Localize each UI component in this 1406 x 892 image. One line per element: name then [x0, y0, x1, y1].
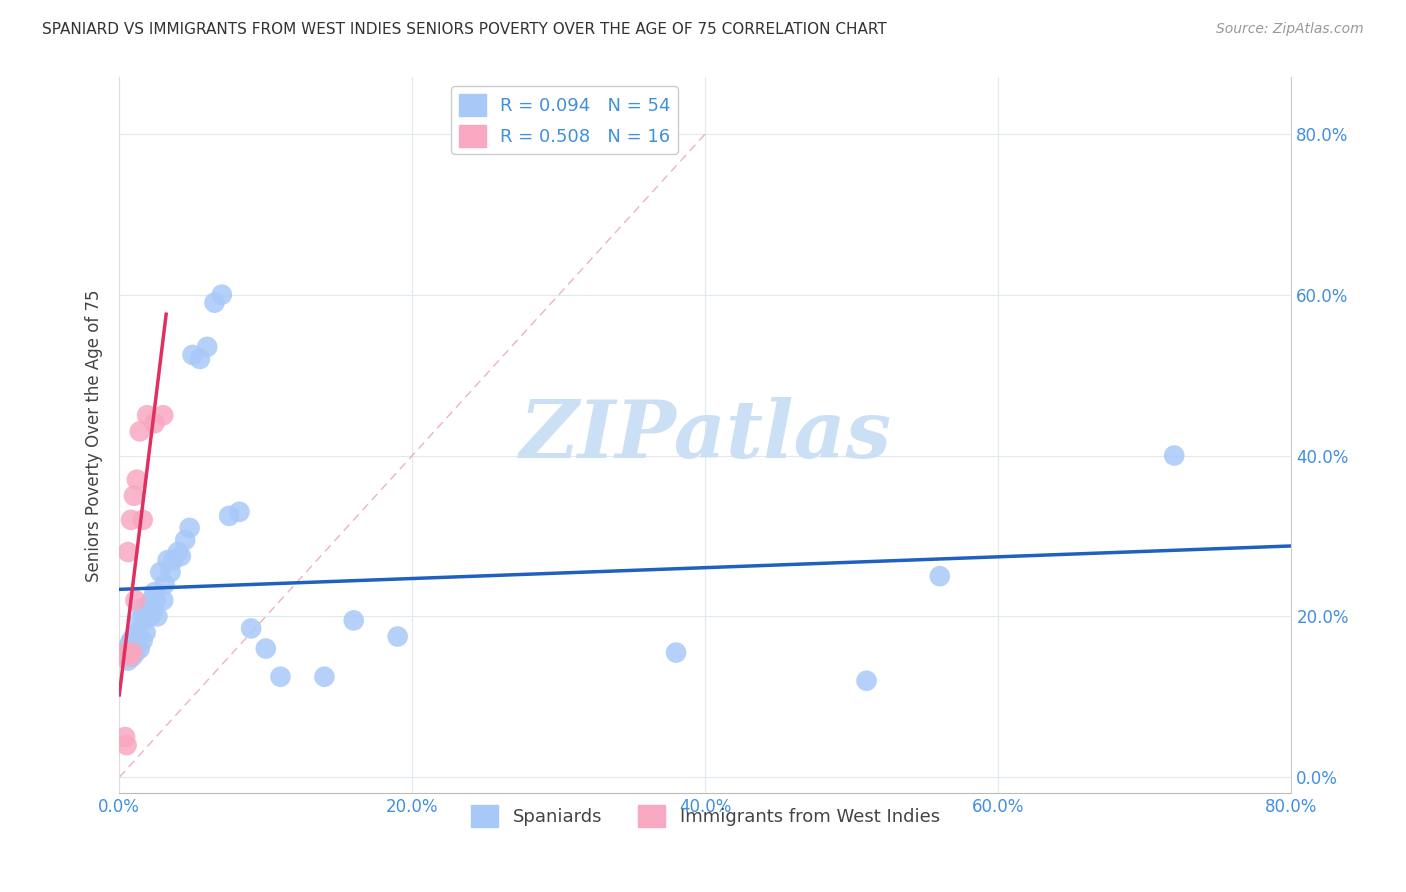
Point: [118, 646, 141, 660]
Point: [152, 409, 174, 423]
Point: [128, 614, 150, 628]
Point: [170, 549, 193, 563]
Text: Source: ZipAtlas.com: Source: ZipAtlas.com: [1216, 22, 1364, 37]
Point: [122, 641, 145, 656]
Point: [174, 533, 197, 547]
Point: [855, 673, 877, 688]
Text: SPANIARD VS IMMIGRANTS FROM WEST INDIES SENIORS POVERTY OVER THE AGE OF 75 CORRE: SPANIARD VS IMMIGRANTS FROM WEST INDIES …: [42, 22, 887, 37]
Point: [125, 638, 148, 652]
Point: [118, 638, 141, 652]
Point: [218, 508, 240, 523]
Point: [141, 593, 163, 607]
Point: [254, 641, 277, 656]
Point: [112, 649, 135, 664]
Point: [115, 641, 138, 656]
Point: [136, 409, 159, 423]
Point: [162, 553, 184, 567]
Point: [118, 649, 141, 664]
Point: [132, 513, 155, 527]
Point: [125, 473, 148, 487]
Point: [181, 348, 204, 362]
Text: ZIPatlas: ZIPatlas: [519, 397, 891, 475]
Point: [117, 654, 139, 668]
Point: [124, 646, 146, 660]
Point: [120, 513, 142, 527]
Point: [152, 593, 174, 607]
Point: [114, 646, 136, 660]
Point: [143, 585, 166, 599]
Point: [128, 641, 150, 656]
Point: [343, 614, 366, 628]
Point: [167, 545, 190, 559]
Point: [112, 646, 135, 660]
Point: [314, 670, 336, 684]
Point: [159, 565, 181, 579]
Point: [121, 646, 143, 660]
Point: [125, 625, 148, 640]
Point: [269, 670, 291, 684]
Point: [120, 633, 142, 648]
Point: [149, 565, 172, 579]
Point: [132, 633, 155, 648]
Point: [134, 614, 156, 628]
Y-axis label: Seniors Poverty Over the Age of 75: Seniors Poverty Over the Age of 75: [86, 289, 103, 582]
Point: [127, 630, 149, 644]
Point: [128, 425, 150, 439]
Point: [153, 577, 176, 591]
Point: [122, 630, 145, 644]
Point: [115, 738, 138, 752]
Point: [188, 351, 211, 366]
Point: [146, 609, 169, 624]
Point: [135, 609, 157, 624]
Point: [1163, 449, 1185, 463]
Point: [138, 597, 160, 611]
Point: [121, 649, 143, 664]
Point: [387, 630, 409, 644]
Point: [156, 553, 179, 567]
Point: [195, 340, 218, 354]
Point: [129, 601, 152, 615]
Point: [240, 622, 263, 636]
Point: [124, 593, 146, 607]
Point: [179, 521, 201, 535]
Point: [145, 593, 167, 607]
Point: [665, 646, 688, 660]
Point: [122, 489, 145, 503]
Point: [117, 545, 139, 559]
Point: [143, 417, 166, 431]
Point: [142, 606, 165, 620]
Point: [228, 505, 250, 519]
Point: [139, 609, 162, 624]
Point: [928, 569, 950, 583]
Point: [211, 287, 233, 301]
Point: [204, 295, 226, 310]
Legend: Spaniards, Immigrants from West Indies: Spaniards, Immigrants from West Indies: [464, 798, 948, 834]
Point: [135, 625, 157, 640]
Point: [114, 730, 136, 744]
